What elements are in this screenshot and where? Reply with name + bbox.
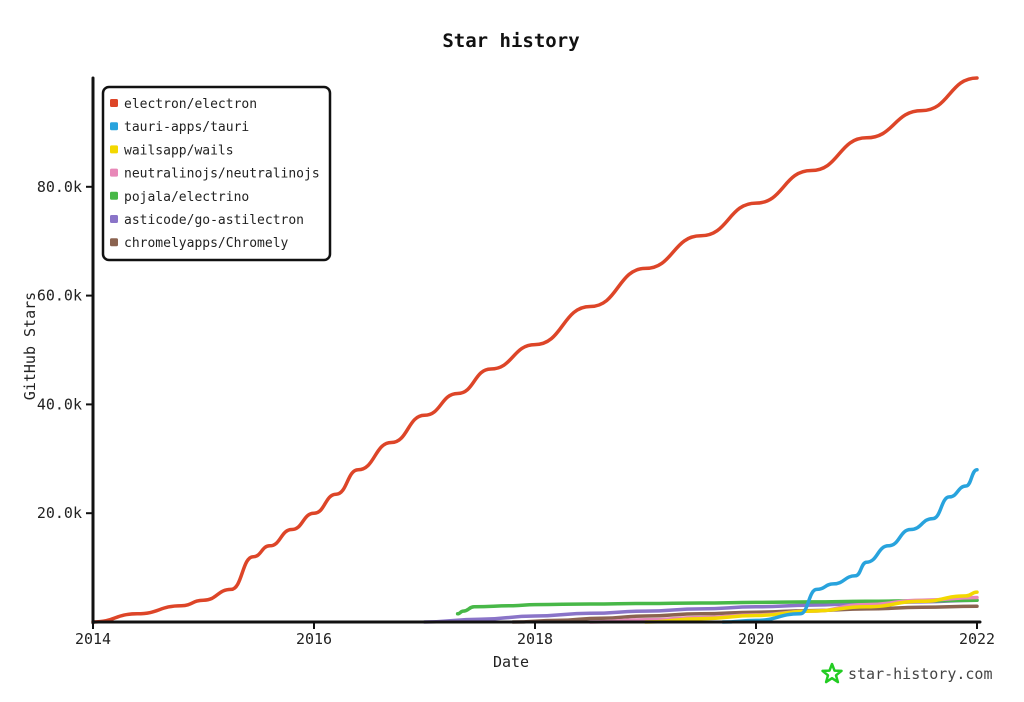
- legend: electron/electron tauri-apps/tauri wailsap…: [101, 85, 332, 262]
- legend-label: chromelyapps/Chromely: [124, 236, 289, 251]
- series-line-4: [455, 598, 979, 616]
- legend-swatch: [110, 215, 118, 223]
- chart-title: Star history: [442, 30, 579, 52]
- legend-swatch: [110, 99, 118, 107]
- x-tick-label: 2020: [738, 630, 774, 648]
- legend-label: electron/electron: [124, 97, 257, 112]
- legend-box: [101, 85, 332, 262]
- legend-label: wailsapp/wails: [124, 143, 234, 158]
- legend-items: electron/electron tauri-apps/tauri wailsap…: [110, 97, 320, 251]
- legend-swatch: [110, 145, 118, 154]
- series-line-1: [721, 467, 979, 624]
- legend-label: tauri-apps/tauri: [124, 120, 249, 135]
- legend-label: asticode/go-astilectron: [124, 213, 304, 228]
- y-tick-label: 20.0k: [37, 504, 82, 522]
- watermark: star-history.com: [821, 662, 993, 684]
- x-tick-label: 2016: [296, 630, 332, 648]
- legend-swatch: [110, 122, 118, 131]
- x-tick-label: 2022: [959, 630, 995, 648]
- x-tick-label: 2014: [75, 630, 111, 648]
- series-line-0: [91, 76, 979, 624]
- x-axis-ticks: 2014 2016 2018 2020 2022: [75, 622, 995, 648]
- y-tick-label: 40.0k: [37, 395, 82, 413]
- series-layer: [91, 76, 979, 624]
- watermark-text: star-history.com: [848, 665, 993, 683]
- y-axis-title: GitHub Stars: [21, 292, 39, 400]
- legend-label: pojala/electrino: [124, 190, 249, 205]
- star-icon: [821, 662, 843, 684]
- legend-swatch: [110, 238, 118, 247]
- series-line-6: [511, 604, 979, 624]
- legend-swatch: [110, 191, 118, 200]
- x-tick-label: 2018: [517, 630, 553, 648]
- y-axis-ticks: 20.0k 40.0k 60.0k 80.0k: [37, 178, 93, 522]
- legend-swatch: [110, 168, 118, 177]
- legend-label: neutralinojs/neutralinojs: [124, 167, 320, 182]
- y-tick-label: 60.0k: [37, 287, 82, 305]
- series-line-2: [643, 590, 979, 624]
- y-tick-label: 80.0k: [37, 178, 82, 196]
- x-axis-title: Date: [493, 653, 529, 671]
